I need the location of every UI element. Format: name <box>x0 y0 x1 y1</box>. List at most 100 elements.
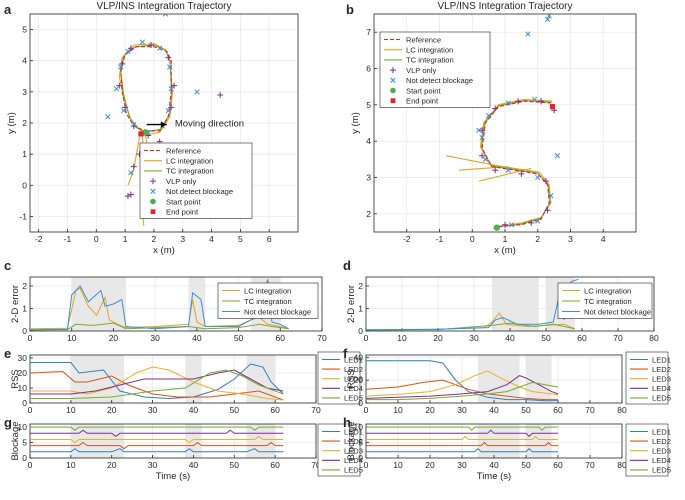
x-tick-label: 4 <box>601 234 606 244</box>
not-detect-blockage-point <box>118 64 124 70</box>
not-detect-blockage-point <box>165 107 171 114</box>
vlp-only-point <box>130 163 137 170</box>
legend-label: LED5 <box>344 466 363 475</box>
shaded-region <box>70 424 124 458</box>
y-tick-label: 0 <box>22 398 27 408</box>
panel-label: c <box>4 258 11 273</box>
y-axis-label: 2-D error <box>10 285 21 323</box>
series-line-led4 <box>366 429 558 438</box>
series-line-led2 <box>366 379 558 401</box>
legend-label: Start point <box>406 86 442 95</box>
y-tick-label: 0 <box>358 326 363 336</box>
vlp-only-point <box>502 221 508 228</box>
y-tick-label: 1 <box>22 149 27 159</box>
series-line-reference <box>120 46 172 132</box>
vlp-only-point <box>542 178 549 185</box>
plot-area <box>366 360 559 402</box>
legend-label: LED1 <box>652 427 671 436</box>
legend-label: LED4 <box>652 384 671 393</box>
x-tick-label: 0 <box>364 460 369 470</box>
x-tick-label: 80 <box>649 333 659 343</box>
x-tick-label: 70 <box>311 460 321 470</box>
vlp-only-point <box>168 104 175 111</box>
x-tick-label: 20 <box>107 405 117 415</box>
not-detect-blockage-point <box>548 193 554 199</box>
legend-label: TC integration <box>166 167 214 176</box>
y-axis-label: RSS <box>346 369 357 389</box>
not-detect-blockage-point <box>131 121 137 128</box>
vlp-only-point <box>538 98 545 105</box>
series-line-led1 <box>366 448 558 453</box>
panel-label: f <box>343 346 348 361</box>
x-tick-label: 4 <box>209 234 214 244</box>
not-detect-blockage-point <box>485 113 492 119</box>
legend-label: LED5 <box>652 466 671 475</box>
x-tick-label: -2 <box>403 234 411 244</box>
legend-label: LED3 <box>344 447 363 456</box>
not-detect-blockage-point <box>476 127 482 133</box>
x-tick-label: 70 <box>317 333 327 343</box>
panel-label: b <box>346 2 354 17</box>
vlp-only-point <box>544 207 551 214</box>
legend-label: LED3 <box>344 375 363 384</box>
legend-label: Reference <box>166 146 201 155</box>
not-detect-blockage-point <box>546 14 552 19</box>
series-line-lc-integration <box>479 98 553 228</box>
y-tick-label: 3 <box>22 87 27 97</box>
x-tick-label: 10 <box>66 405 76 415</box>
y-tick-label: 10 <box>354 422 364 432</box>
y-tick-label: 5 <box>358 438 363 448</box>
not-detect-blockage-point <box>128 170 134 176</box>
plot-area <box>105 14 224 226</box>
x-tick-label: 60 <box>270 405 280 415</box>
x-tick-label: 2 <box>152 234 157 244</box>
legend-label: LED1 <box>344 355 363 364</box>
x-tick-label: 70 <box>585 405 595 415</box>
legend-label: LC integration <box>406 46 453 55</box>
y-tick-label: 4 <box>366 136 371 146</box>
x-tick-label: 60 <box>270 460 280 470</box>
x-tick-label: 1 <box>123 234 128 244</box>
x-tick-label: 40 <box>192 333 202 343</box>
axes-frame <box>29 354 317 404</box>
x-tick-label: 30 <box>148 405 158 415</box>
legend-label: Not detect blockage <box>406 76 473 85</box>
legend-marker <box>390 87 396 94</box>
x-tick-label: 40 <box>189 460 199 470</box>
vlp-only-point <box>127 45 134 52</box>
x-tick-label: 30 <box>150 333 160 343</box>
not-detect-blockage-point <box>139 39 146 45</box>
y-tick-label: 2 <box>358 281 363 291</box>
series-line-tc-integration <box>480 99 552 228</box>
x-axis-label: x (m) <box>494 245 516 256</box>
not-detect-blockage-point <box>105 114 111 120</box>
y-axis-label: y (m) <box>6 112 17 134</box>
y-tick-label: 2 <box>366 209 371 219</box>
end-point-marker <box>138 131 144 137</box>
series-line-led4 <box>30 369 284 395</box>
legend-box <box>379 31 491 108</box>
x-tick-label: 10 <box>397 333 407 343</box>
legend-label: LED2 <box>344 365 363 374</box>
panel-b: b -2 -1 0 1 2 3 4 2 3 4 5 6 7 VLP/INS Integration Traj… <box>346 1 637 256</box>
vlp-only-point <box>165 54 172 61</box>
legend-label: VLP only <box>406 66 436 75</box>
y-tick-label: 4 <box>22 56 27 66</box>
x-tick-label: 20 <box>109 333 119 343</box>
legend-label: LED5 <box>652 394 671 403</box>
x-tick-label: 70 <box>613 333 623 343</box>
not-detect-blockage-point <box>544 16 551 23</box>
x-tick-label: 30 <box>469 333 479 343</box>
y-tick-label: 7 <box>366 27 371 37</box>
not-detect-blockage-point <box>167 64 173 70</box>
y-tick-label: 0 <box>358 453 363 463</box>
legend-label: LED4 <box>652 456 671 465</box>
vlp-only-point <box>217 91 224 98</box>
y-tick-label: 20 <box>354 375 364 385</box>
legend-label: End point <box>406 97 439 106</box>
x-tick-label: 60 <box>577 333 587 343</box>
direction-arrowhead <box>160 121 167 128</box>
legend-label: LED3 <box>652 447 671 456</box>
